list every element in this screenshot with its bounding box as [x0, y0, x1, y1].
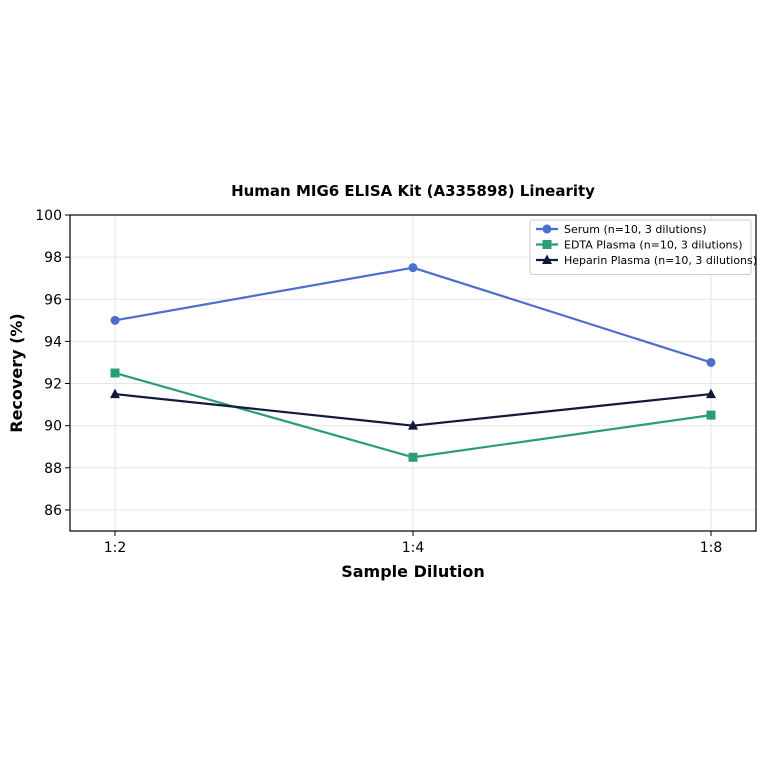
legend-item: EDTA Plasma (n=10, 3 dilutions) [536, 239, 743, 252]
y-tick-label: 90 [44, 419, 62, 435]
y-axis-label: Recovery (%) [7, 313, 26, 432]
x-axis-ticks: 1:2 1:4 1:8 [104, 531, 723, 556]
y-tick-label: 92 [44, 377, 62, 393]
data-point [408, 420, 418, 430]
y-tick-label: 96 [44, 292, 62, 308]
legend: Serum (n=10, 3 dilutions) EDTA Plasma (n=… [529, 219, 757, 275]
series-2 [110, 368, 716, 462]
data-point [408, 452, 418, 462]
x-axis-label: Sample Dilution [341, 562, 485, 581]
legend-label: Serum (n=10, 3 dilutions) [564, 223, 707, 236]
y-axis-ticks: 86 88 90 92 94 96 98 100 [35, 208, 70, 519]
series-3 [110, 388, 716, 430]
series-1 [110, 263, 716, 367]
y-tick-label: 98 [44, 250, 62, 266]
legend-label: EDTA Plasma (n=10, 3 dilutions) [564, 239, 743, 252]
legend-box [529, 219, 752, 275]
data-point [110, 368, 120, 378]
x-tick-label: 1:4 [402, 540, 425, 556]
y-tick-label: 94 [44, 334, 62, 350]
legend-item: Heparin Plasma (n=10, 3 dilutions) [536, 254, 757, 267]
plot-frame [69, 214, 757, 532]
y-tick-label: 86 [44, 503, 62, 519]
y-tick-label: 88 [44, 461, 62, 477]
series-layer [110, 263, 716, 462]
y-tick-label: 100 [35, 208, 62, 224]
legend-marker [542, 254, 552, 264]
data-point [110, 388, 120, 399]
legend-item: Serum (n=10, 3 dilutions) [536, 223, 707, 236]
legend-marker [542, 240, 552, 249]
data-point [706, 388, 716, 399]
x-tick-label: 1:8 [700, 540, 723, 556]
legend-label: Heparin Plasma (n=10, 3 dilutions) [564, 254, 757, 267]
data-point [706, 357, 716, 367]
data-point [408, 263, 418, 273]
data-point [706, 410, 716, 420]
x-tick-label: 1:2 [104, 540, 127, 556]
data-point [110, 315, 120, 325]
chart-title: Human MIG6 ELISA Kit (A335898) Linearity [231, 182, 595, 200]
legend-marker [542, 224, 552, 234]
